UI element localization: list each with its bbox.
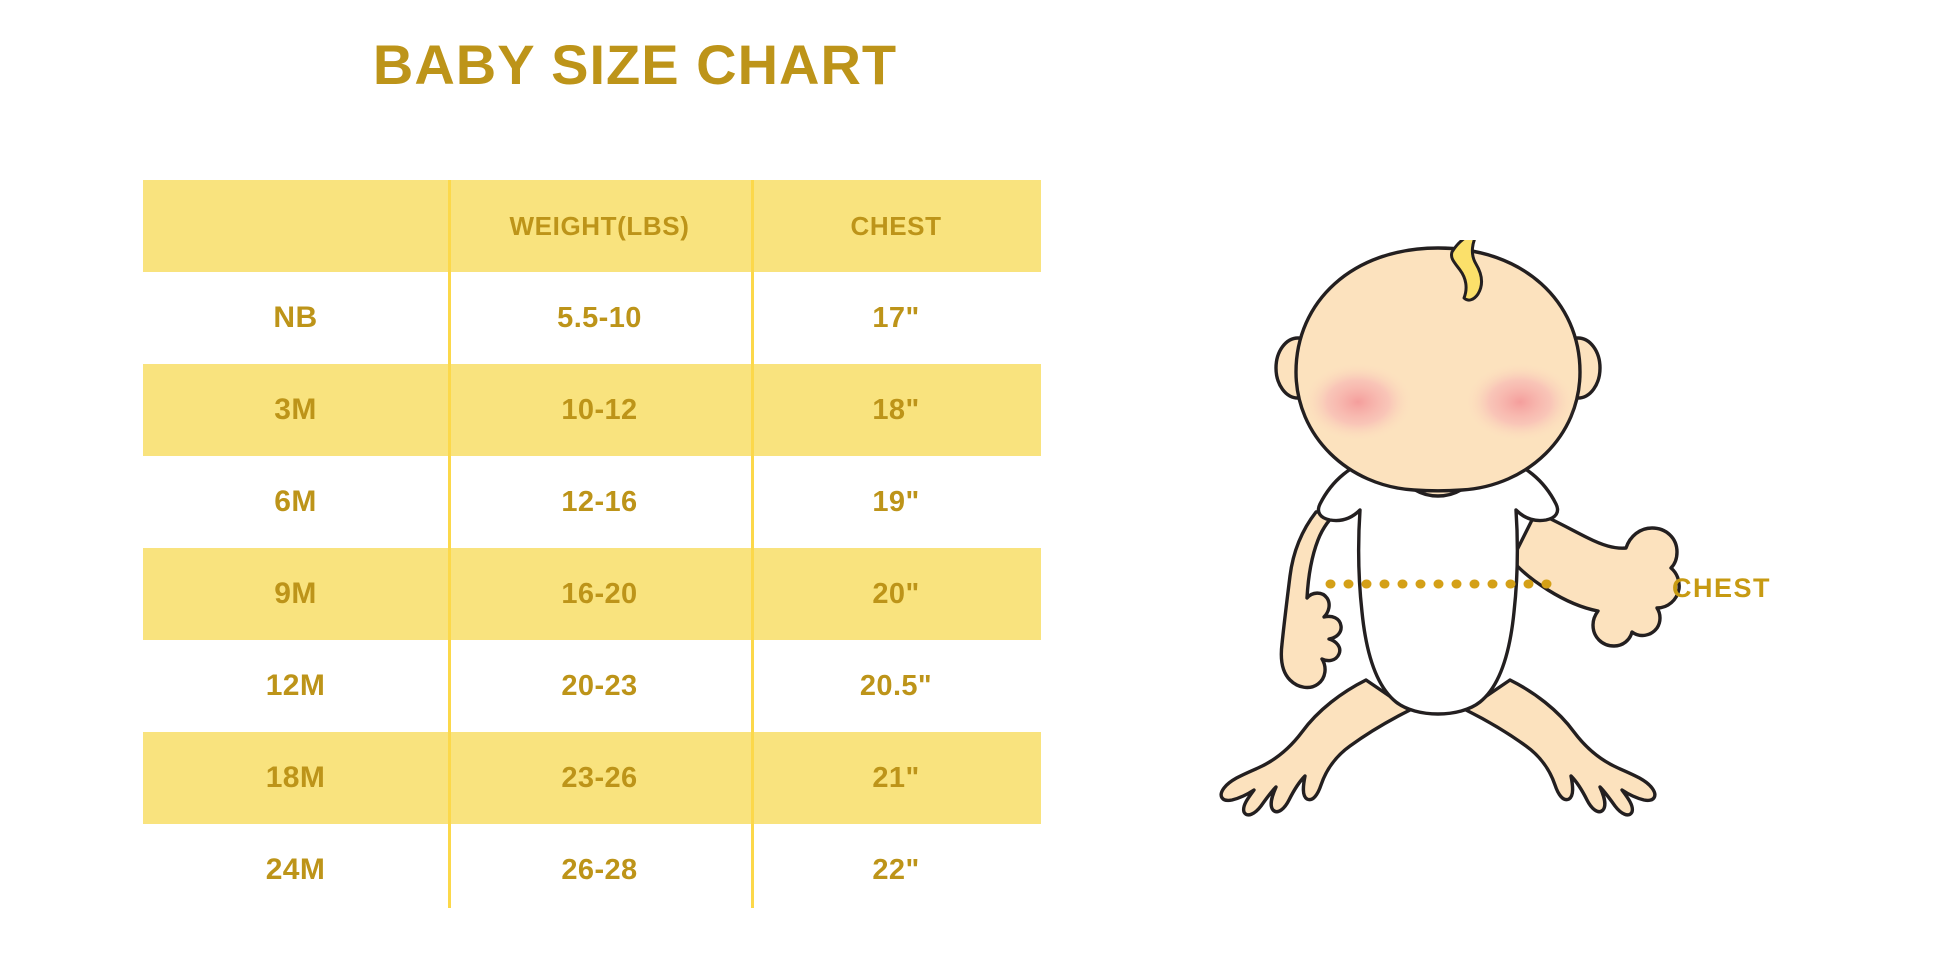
cell-weight: 5.5-10 [448,272,751,364]
column-header-weight: WEIGHT(LBS) [448,180,751,272]
cell-weight: 16-20 [448,548,751,640]
table-row: 18M 23-26 21" [143,732,1041,824]
baby-arm-right-icon [1510,510,1681,648]
baby-cheek-left-icon [1302,362,1414,442]
baby-leg-right-icon [1464,678,1657,817]
cell-size: 3M [143,364,448,456]
chest-measurement-label: CHEST [1672,573,1772,603]
table-row: 9M 16-20 20" [143,548,1041,640]
table-row: 3M 10-12 18" [143,364,1041,456]
baby-leg-left-icon [1219,678,1412,817]
cell-size: 12M [143,640,448,732]
table-divider-line-1 [448,180,451,908]
table-row: NB 5.5-10 17" [143,272,1041,364]
page-title: BABY SIZE CHART [372,33,898,96]
cell-size: 6M [143,456,448,548]
baby-arm-left-icon [1279,508,1343,690]
baby-size-table: WEIGHT(LBS) CHEST NB 5.5-10 17" 3M 10-12… [143,180,1041,916]
table-row: 6M 12-16 19" [143,456,1041,548]
table-divider-line-2 [751,180,754,908]
cell-weight: 23-26 [448,732,751,824]
cell-weight: 12-16 [448,456,751,548]
cell-weight: 20-23 [448,640,751,732]
cell-size: 24M [143,824,448,916]
cell-chest: 21" [751,732,1041,824]
cell-weight: 10-12 [448,364,751,456]
cell-size: NB [143,272,448,364]
cell-size: 18M [143,732,448,824]
cell-chest: 22" [751,824,1041,916]
table-row: 24M 26-28 22" [143,824,1041,916]
cell-chest: 20.5" [751,640,1041,732]
baby-cheek-right-icon [1464,362,1576,442]
baby-illustration [1190,240,1690,820]
cell-weight: 26-28 [448,824,751,916]
cell-chest: 20" [751,548,1041,640]
table-header-row: WEIGHT(LBS) CHEST [143,180,1041,272]
cell-chest: 19" [751,456,1041,548]
column-header-chest: CHEST [751,180,1041,272]
table-row: 12M 20-23 20.5" [143,640,1041,732]
cell-size: 9M [143,548,448,640]
column-header-size [143,180,448,272]
cell-chest: 17" [751,272,1041,364]
size-chart-container: WEIGHT(LBS) CHEST NB 5.5-10 17" 3M 10-12… [143,180,1041,916]
cell-chest: 18" [751,364,1041,456]
baby-hair-curl-icon [1450,240,1484,302]
